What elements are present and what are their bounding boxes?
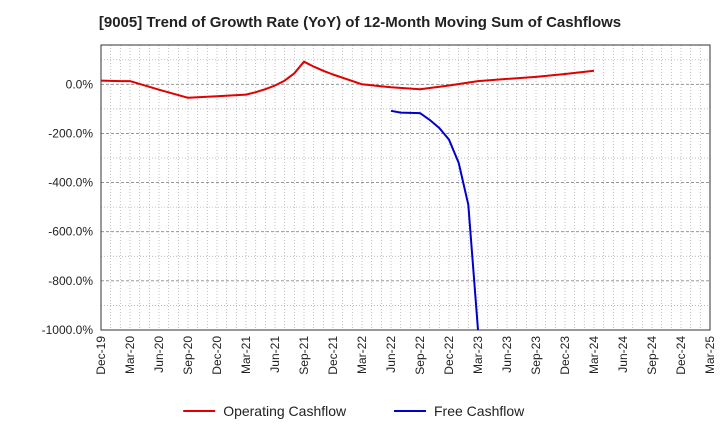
y-tick-label: -800.0% — [48, 274, 93, 288]
x-tick-label: Sep-24 — [645, 336, 659, 375]
y-tick-label: -400.0% — [48, 176, 93, 190]
x-tick-label: Jun-21 — [268, 336, 282, 373]
x-tick-label: Mar-25 — [703, 336, 717, 374]
y-tick-label: -1000.0% — [42, 323, 94, 337]
x-tick-label: Mar-22 — [355, 336, 369, 374]
x-tick-label: Dec-24 — [674, 336, 688, 375]
x-tick-label: Dec-23 — [558, 336, 572, 375]
y-tick-label: -200.0% — [48, 126, 93, 140]
x-tick-label: Dec-21 — [326, 336, 340, 375]
y-tick-label: -600.0% — [48, 225, 93, 239]
x-tick-label: Sep-20 — [181, 336, 195, 375]
x-tick-label: Mar-21 — [239, 336, 253, 374]
x-tick-label: Jun-20 — [152, 336, 166, 373]
plot-area — [101, 45, 710, 330]
x-tick-label: Mar-23 — [471, 336, 485, 374]
x-tick-label: Dec-19 — [94, 336, 108, 375]
plot-frame — [100, 44, 711, 331]
x-tick-label: Dec-20 — [210, 336, 224, 375]
x-tick-label: Dec-22 — [442, 336, 456, 375]
x-tick-label: Sep-22 — [413, 336, 427, 375]
series-line-operating-cashflow — [101, 60, 595, 99]
y-tick-label: 0.0% — [66, 77, 94, 91]
x-tick-label: Jun-23 — [500, 336, 514, 373]
x-tick-label: Sep-21 — [297, 336, 311, 375]
chart-title: [9005] Trend of Growth Rate (YoY) of 12-… — [98, 14, 622, 31]
legend-label-free-cashflow: Free Cashflow — [434, 403, 525, 419]
x-tick-label: Sep-23 — [529, 336, 543, 375]
legend-label-operating-cashflow: Operating Cashflow — [223, 403, 347, 419]
x-tick-label: Jun-22 — [384, 336, 398, 373]
x-tick-label: Jun-24 — [616, 336, 630, 373]
x-tick-label: Mar-24 — [587, 336, 601, 374]
series-line-free-cashflow — [390, 109, 479, 330]
x-tick-label: Mar-20 — [123, 336, 137, 374]
